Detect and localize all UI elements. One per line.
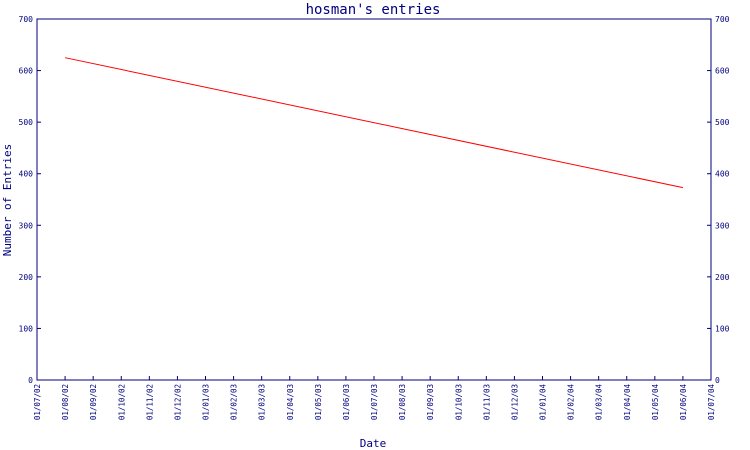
y-tick-label-left: 0 xyxy=(28,376,33,385)
y-tick-label-right: 400 xyxy=(715,170,730,179)
y-tick-label-right: 700 xyxy=(715,15,730,24)
y-tick-label-right: 500 xyxy=(715,118,730,127)
y-tick-label-left: 100 xyxy=(19,324,34,333)
chart-title: hosman's entries xyxy=(306,2,441,18)
series-line xyxy=(64,57,684,189)
x-tick-label: 01/05/03 xyxy=(314,384,323,420)
y-tick-label-left: 400 xyxy=(19,170,34,179)
y-tick-label-left: 600 xyxy=(19,67,34,76)
y-tick-label-left: 200 xyxy=(19,273,34,282)
x-tick-label: 01/05/04 xyxy=(651,384,660,421)
series-group xyxy=(64,57,684,189)
x-tick-label: 01/09/02 xyxy=(89,384,98,420)
x-tick-label: 01/12/03 xyxy=(510,384,519,420)
x-axis-label: Date xyxy=(360,437,387,450)
x-tick-label: 01/07/04 xyxy=(707,384,716,421)
y-axis-left: 0 100 200 300 400 500 600 700 xyxy=(19,15,41,385)
y-tick-label-left: 700 xyxy=(19,15,34,24)
x-tick-label: 01/04/04 xyxy=(623,384,632,421)
x-tick-label: 01/08/02 xyxy=(61,384,70,420)
y-tick-label-left: 500 xyxy=(19,118,34,127)
x-tick-label: 01/04/03 xyxy=(286,384,295,420)
y-axis-right: 0 100 200 300 400 500 600 700 xyxy=(707,15,730,385)
x-tick-label: 01/12/02 xyxy=(173,384,182,420)
x-tick-label: 01/07/03 xyxy=(370,384,379,420)
y-axis-label: Number of Entries xyxy=(1,144,14,257)
y-tick-label-right: 100 xyxy=(715,324,730,333)
x-tick-label: 01/06/03 xyxy=(342,384,351,420)
x-tick-label: 01/01/03 xyxy=(202,384,211,420)
x-tick-label: 01/10/03 xyxy=(454,384,463,420)
y-tick-label-right: 200 xyxy=(715,273,730,282)
x-tick-label: 01/11/03 xyxy=(482,384,491,420)
x-tick-label: 01/10/02 xyxy=(117,384,126,420)
x-tick-label: 01/01/04 xyxy=(539,384,548,421)
y-tick-label-right: 600 xyxy=(715,67,730,76)
x-tick-label: 01/03/04 xyxy=(595,384,604,421)
x-tick-label: 01/03/03 xyxy=(258,384,267,420)
x-tick-label: 01/11/02 xyxy=(145,384,154,420)
y-tick-label-right: 300 xyxy=(715,221,730,230)
x-tick-label: 01/06/04 xyxy=(679,384,688,421)
x-axis: 01/07/02 01/08/02 01/09/02 01/10/02 01/11/02… xyxy=(33,376,716,420)
y-tick-label-left: 300 xyxy=(19,221,34,230)
x-tick-label: 01/07/02 xyxy=(33,384,42,420)
y-tick-label-right: 0 xyxy=(715,376,720,385)
x-tick-label: 01/02/03 xyxy=(230,384,239,420)
x-tick-label: 01/02/04 xyxy=(567,384,576,421)
x-tick-label: 01/09/03 xyxy=(426,384,435,420)
x-tick-label: 01/08/03 xyxy=(398,384,407,420)
